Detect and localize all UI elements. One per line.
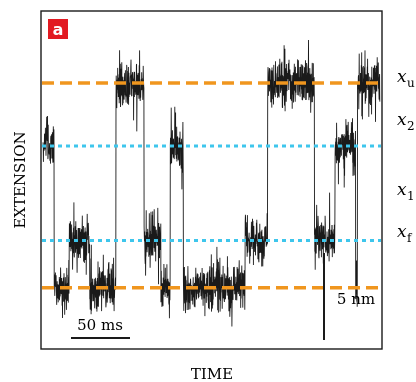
svg-text:2: 2 [407,119,415,133]
svg-text:1: 1 [407,189,415,203]
svg-text:x: x [397,222,407,242]
level-label-xu: x u [397,67,415,90]
time-scalebar-label: 50 ms [77,316,123,334]
level-label-xf: x f [397,222,413,245]
svg-text:x: x [397,110,407,130]
plot-frame [40,10,383,350]
svg-text:f: f [407,231,413,245]
panel-label: a [53,20,64,39]
y-axis-title: EXTENSION [11,131,29,228]
x-axis-title: TIME [191,365,233,382]
svg-text:x: x [397,67,407,87]
svg-text:u: u [407,76,415,90]
panel-label-badge [48,19,68,39]
extension-scalebar-label: 5 nm [337,290,375,308]
level-label-x2: x 2 [397,110,415,133]
level-label-x1: x 1 [397,180,415,203]
level-lines [42,81,381,290]
svg-text:x: x [397,180,407,200]
